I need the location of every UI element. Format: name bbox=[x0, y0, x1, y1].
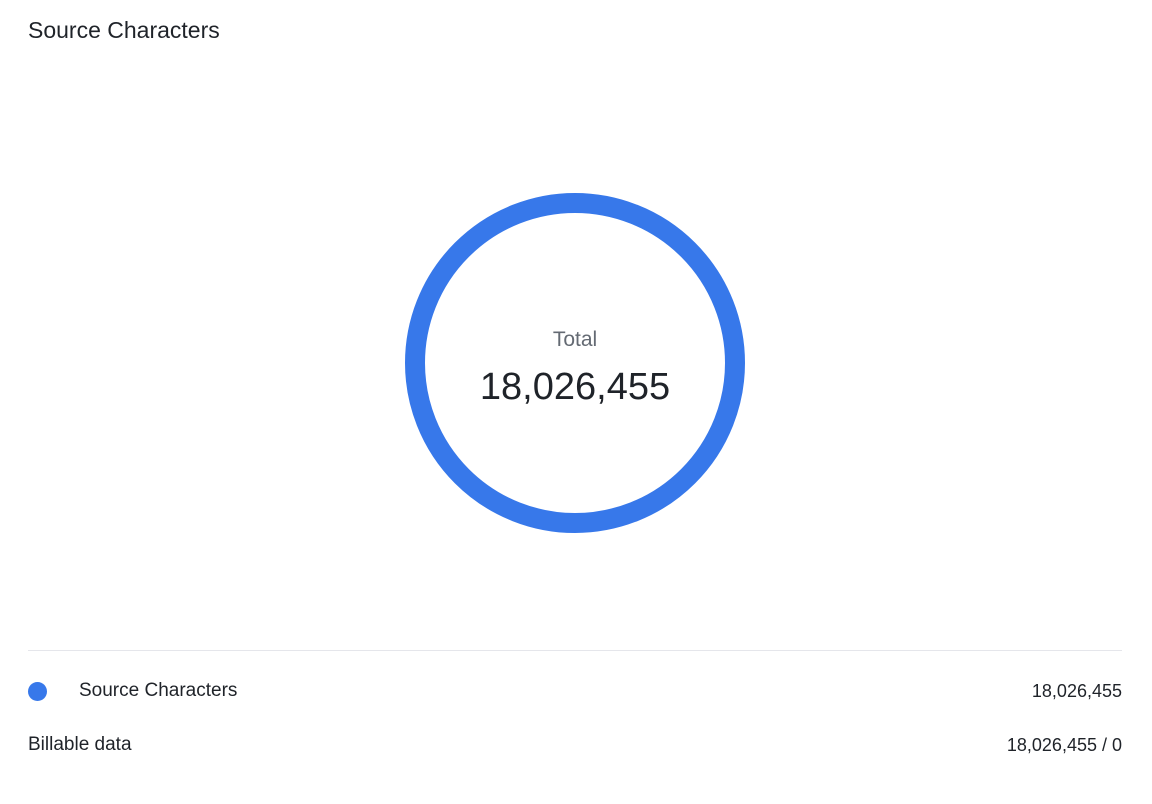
card-title: Source Characters bbox=[28, 17, 220, 43]
legend-dot-icon bbox=[28, 681, 47, 701]
donut-center-value: 18,026,455 bbox=[479, 366, 671, 408]
donut-chart bbox=[405, 193, 745, 533]
billable-value: 18,026,455 / 0 bbox=[1006, 734, 1122, 755]
legend-value: 18,026,455 bbox=[1031, 680, 1122, 701]
donut-slice-source-characters[interactable] bbox=[405, 193, 745, 533]
divider bbox=[28, 650, 1122, 651]
donut-center-label: Total bbox=[552, 328, 598, 351]
legend-label: Source Characters bbox=[79, 680, 238, 701]
billable-label: Billable data bbox=[28, 734, 132, 755]
billable-data-row: Billable data 18,026,455 / 0 bbox=[28, 733, 1122, 757]
legend-item-source-characters[interactable]: Source Characters 18,026,455 bbox=[28, 679, 1122, 703]
